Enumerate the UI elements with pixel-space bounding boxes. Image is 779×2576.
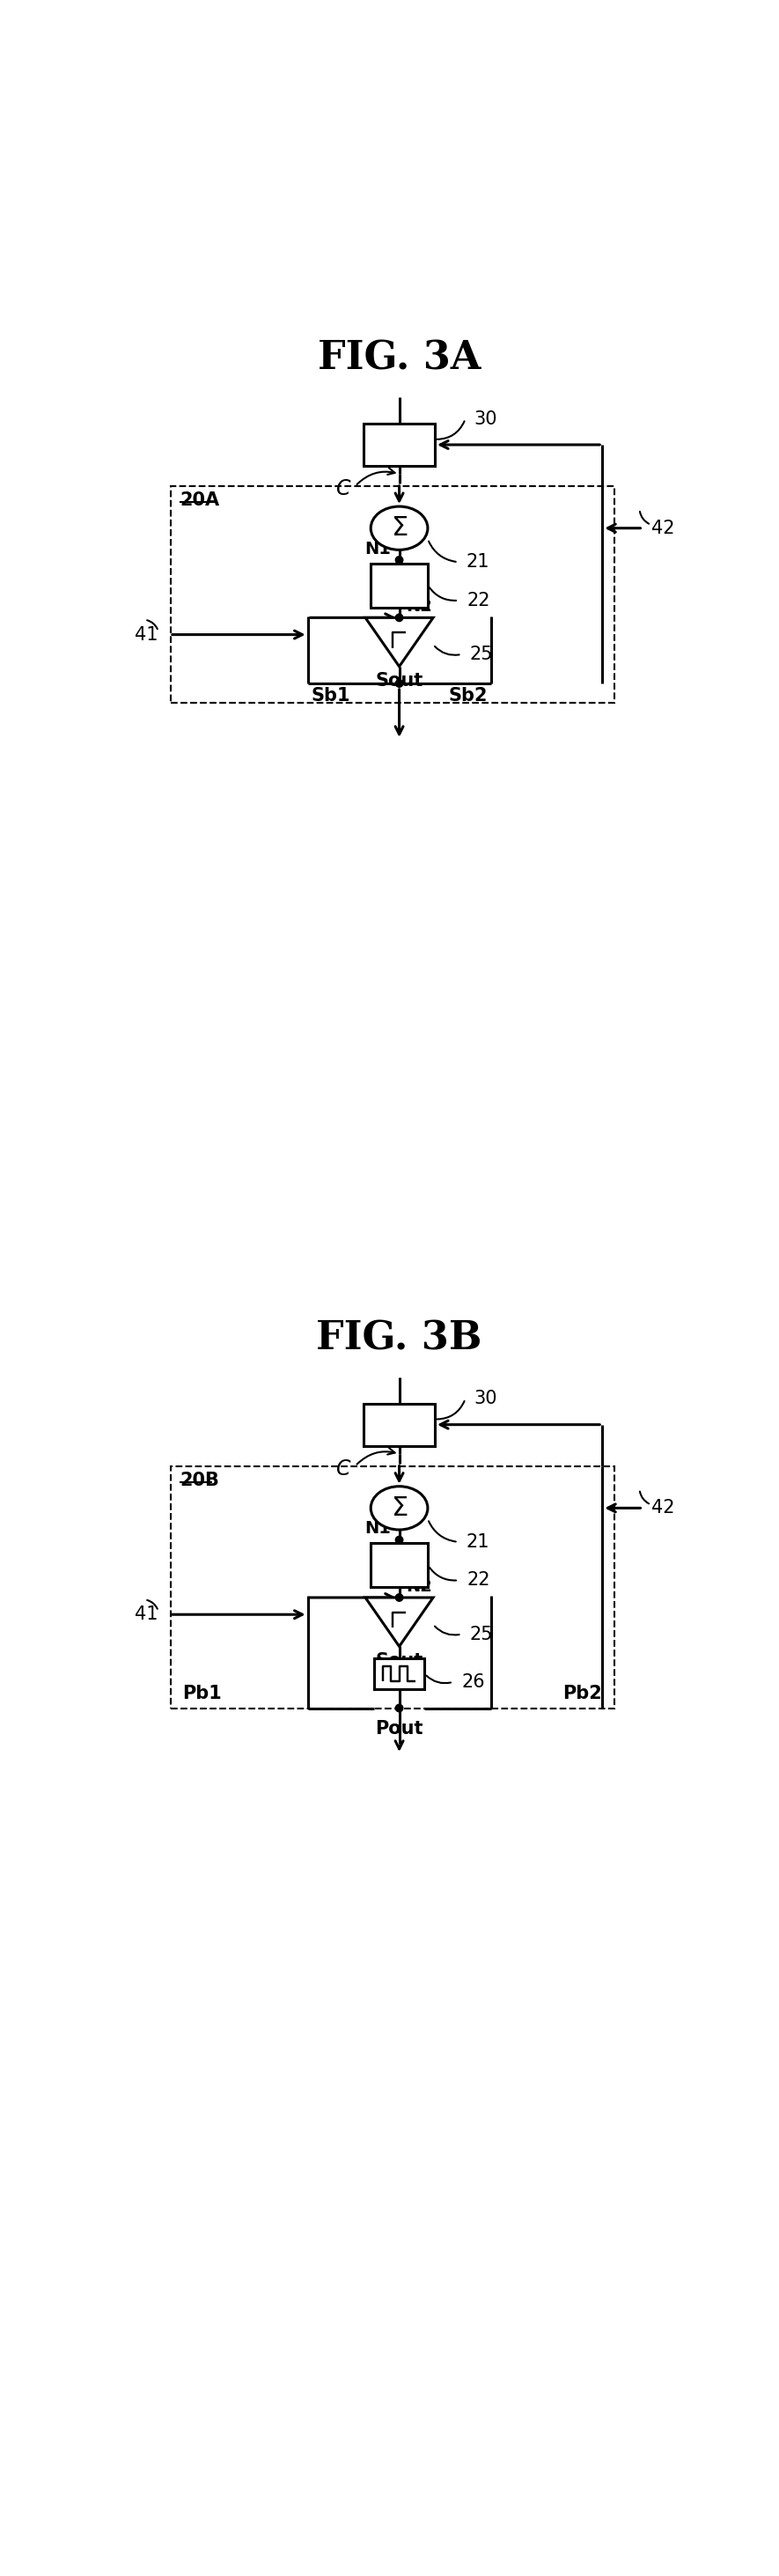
Text: Sb2: Sb2: [448, 688, 488, 703]
Text: Sb1: Sb1: [311, 688, 351, 703]
Bar: [371, 564, 428, 608]
Text: N2: N2: [406, 1579, 432, 1595]
Circle shape: [396, 1705, 403, 1713]
Text: Sout: Sout: [375, 1651, 423, 1669]
Text: 42: 42: [651, 1499, 675, 1517]
Text: 41: 41: [135, 1605, 158, 1623]
Text: FIG. 3B: FIG. 3B: [316, 1319, 482, 1358]
Bar: [371, 1543, 428, 1587]
Text: C: C: [337, 1458, 351, 1479]
Ellipse shape: [371, 1486, 428, 1530]
Text: 20A: 20A: [180, 492, 220, 510]
Text: Pb1: Pb1: [183, 1685, 222, 1703]
Text: 21: 21: [467, 554, 490, 572]
Text: 20B: 20B: [180, 1471, 220, 1489]
Polygon shape: [365, 1597, 433, 1646]
Text: N2: N2: [406, 598, 432, 616]
Text: 25: 25: [470, 647, 493, 662]
Text: $\Sigma$: $\Sigma$: [391, 515, 407, 541]
Bar: [374, 1659, 425, 1690]
Text: N1: N1: [365, 541, 391, 556]
Text: 30: 30: [474, 410, 497, 428]
Text: 41: 41: [135, 626, 158, 644]
Text: Pb2: Pb2: [563, 1685, 602, 1703]
Text: Pout: Pout: [375, 1721, 423, 1739]
Text: Sout: Sout: [375, 672, 423, 690]
Text: 22: 22: [467, 592, 490, 608]
Circle shape: [396, 1595, 403, 1602]
Circle shape: [396, 680, 403, 688]
Text: C: C: [337, 479, 351, 500]
Text: $\Sigma$: $\Sigma$: [391, 1494, 407, 1520]
Circle shape: [396, 1535, 403, 1543]
Polygon shape: [365, 618, 433, 667]
Text: 42: 42: [651, 520, 675, 536]
Circle shape: [396, 613, 403, 621]
Bar: [364, 1404, 435, 1445]
Text: 25: 25: [470, 1625, 493, 1643]
Ellipse shape: [371, 507, 428, 549]
Text: FIG. 3A: FIG. 3A: [318, 340, 481, 379]
Text: 26: 26: [461, 1674, 485, 1690]
Text: 21: 21: [467, 1533, 490, 1551]
Bar: [364, 422, 435, 466]
Text: 30: 30: [474, 1391, 497, 1406]
Text: 22: 22: [467, 1571, 490, 1589]
Circle shape: [396, 556, 403, 564]
Text: N1: N1: [365, 1520, 391, 1538]
